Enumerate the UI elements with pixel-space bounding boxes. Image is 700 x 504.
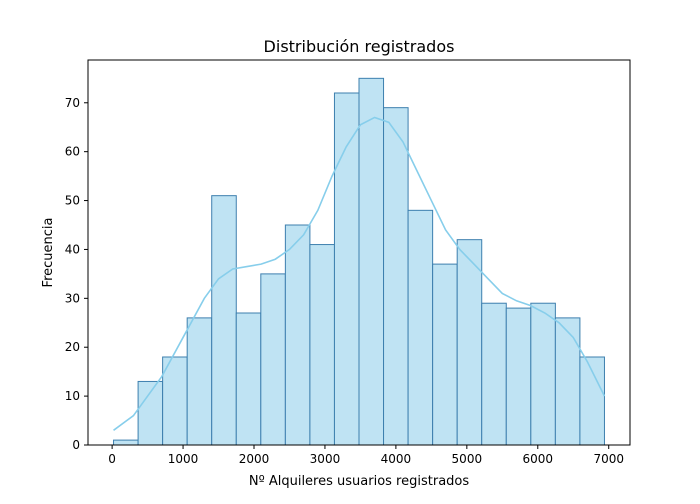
x-axis-label: Nº Alquileres usuarios registrados — [249, 474, 470, 489]
histogram-bar — [383, 107, 409, 446]
y-tick-label: 70 — [65, 96, 80, 110]
histogram-bar — [186, 317, 213, 446]
histogram-bar — [432, 263, 458, 446]
y-tick-label: 10 — [65, 389, 80, 403]
x-tick-label: 6000 — [523, 452, 554, 466]
histogram-bar — [162, 356, 188, 446]
y-axis-label: Frecuencia — [41, 218, 56, 288]
chart-title: Distribución registrados — [264, 37, 455, 56]
histogram-bar — [284, 224, 311, 446]
y-axis-ticks: 0 10 20 30 40 50 60 70 — [65, 96, 88, 452]
x-tick-label: 7000 — [593, 452, 624, 466]
histogram-bar — [260, 273, 286, 446]
histogram-bar — [407, 209, 434, 446]
histogram-bar — [211, 195, 237, 446]
x-tick-label: 5000 — [452, 452, 483, 466]
y-tick-label: 50 — [65, 194, 80, 208]
x-tick-label: 3000 — [310, 452, 341, 466]
y-tick-label: 60 — [65, 145, 80, 159]
x-axis-ticks: 0 1000 2000 3000 4000 5000 6000 7000 — [108, 445, 624, 466]
y-tick-label: 30 — [65, 291, 80, 305]
bars-layer — [113, 77, 605, 446]
histogram-bar — [113, 439, 139, 446]
x-tick-label: 0 — [108, 452, 116, 466]
histogram-bar — [481, 302, 507, 446]
y-tick-label: 40 — [65, 242, 80, 256]
histogram-bar — [235, 312, 262, 446]
plot-frame — [87, 59, 631, 446]
histogram-bar — [333, 92, 360, 446]
y-tick-label: 0 — [72, 438, 80, 452]
x-tick-label: 2000 — [239, 452, 270, 466]
x-tick-label: 1000 — [168, 452, 199, 466]
histogram-bar — [309, 244, 335, 446]
kde-line — [113, 116, 606, 431]
histogram-bar — [505, 307, 532, 446]
y-tick-label: 20 — [65, 340, 80, 354]
x-tick-label: 4000 — [381, 452, 412, 466]
histogram-bar — [554, 317, 581, 446]
histogram-bar — [358, 77, 385, 446]
histogram-bar — [530, 302, 556, 446]
histogram-bar — [456, 239, 483, 446]
